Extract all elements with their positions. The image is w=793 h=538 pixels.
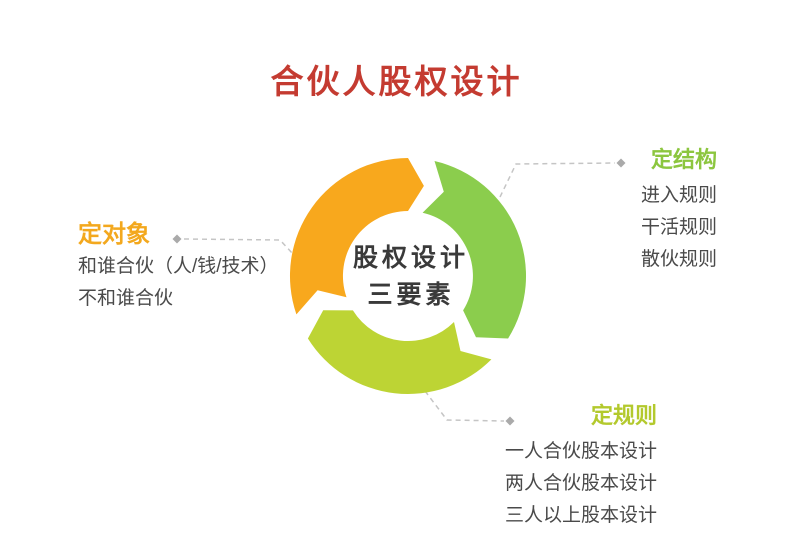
list-item: 两人合伙股本设计	[504, 473, 657, 494]
list-item: 干活规则	[641, 217, 718, 238]
center-label-line2: 三要素	[367, 281, 455, 309]
connector-dot-bottom	[505, 416, 515, 426]
connector-dot-left	[172, 234, 182, 244]
section-object-heading: 定对象	[78, 221, 150, 248]
section-object: 定对象 和谁合伙（人/钱/技术） 不和谁合伙	[78, 222, 279, 315]
cycle-ring	[289, 158, 527, 394]
connector-bottom	[424, 390, 505, 422]
section-structure-items: 进入规则 干活规则 散伙规则	[641, 180, 717, 276]
section-rules-heading: 定规则	[590, 403, 657, 428]
section-rules-items: 一人合伙股本设计 两人合伙股本设计 三人以上股本设计	[505, 436, 657, 532]
connector-top-right	[499, 162, 616, 198]
list-item: 散伙规则	[641, 249, 718, 270]
list-item: 进入规则	[641, 185, 718, 206]
list-item: 不和谁合伙	[78, 288, 174, 309]
list-item: 三人以上股本设计	[504, 505, 657, 526]
center-label-line1: 股权设计	[352, 244, 470, 272]
connector-dot-top-right	[616, 158, 626, 168]
list-item: 和谁合伙（人/钱/技术）	[78, 256, 279, 277]
section-rules: 定规则 一人合伙股本设计 两人合伙股本设计 三人以上股本设计	[505, 403, 657, 532]
page-title: 合伙人股权设计	[270, 63, 523, 100]
list-item: 一人合伙股本设计	[504, 441, 657, 462]
section-structure-heading: 定结构	[651, 147, 718, 172]
center-label: 股权设计 三要素	[353, 240, 469, 314]
section-object-items: 和谁合伙（人/钱/技术） 不和谁合伙	[78, 251, 279, 315]
ring-segment-structure	[422, 161, 527, 339]
section-structure: 定结构 进入规则 干活规则 散伙规则	[641, 147, 717, 276]
ring-segment-object	[289, 158, 424, 315]
ring-segment-rules	[307, 310, 492, 394]
